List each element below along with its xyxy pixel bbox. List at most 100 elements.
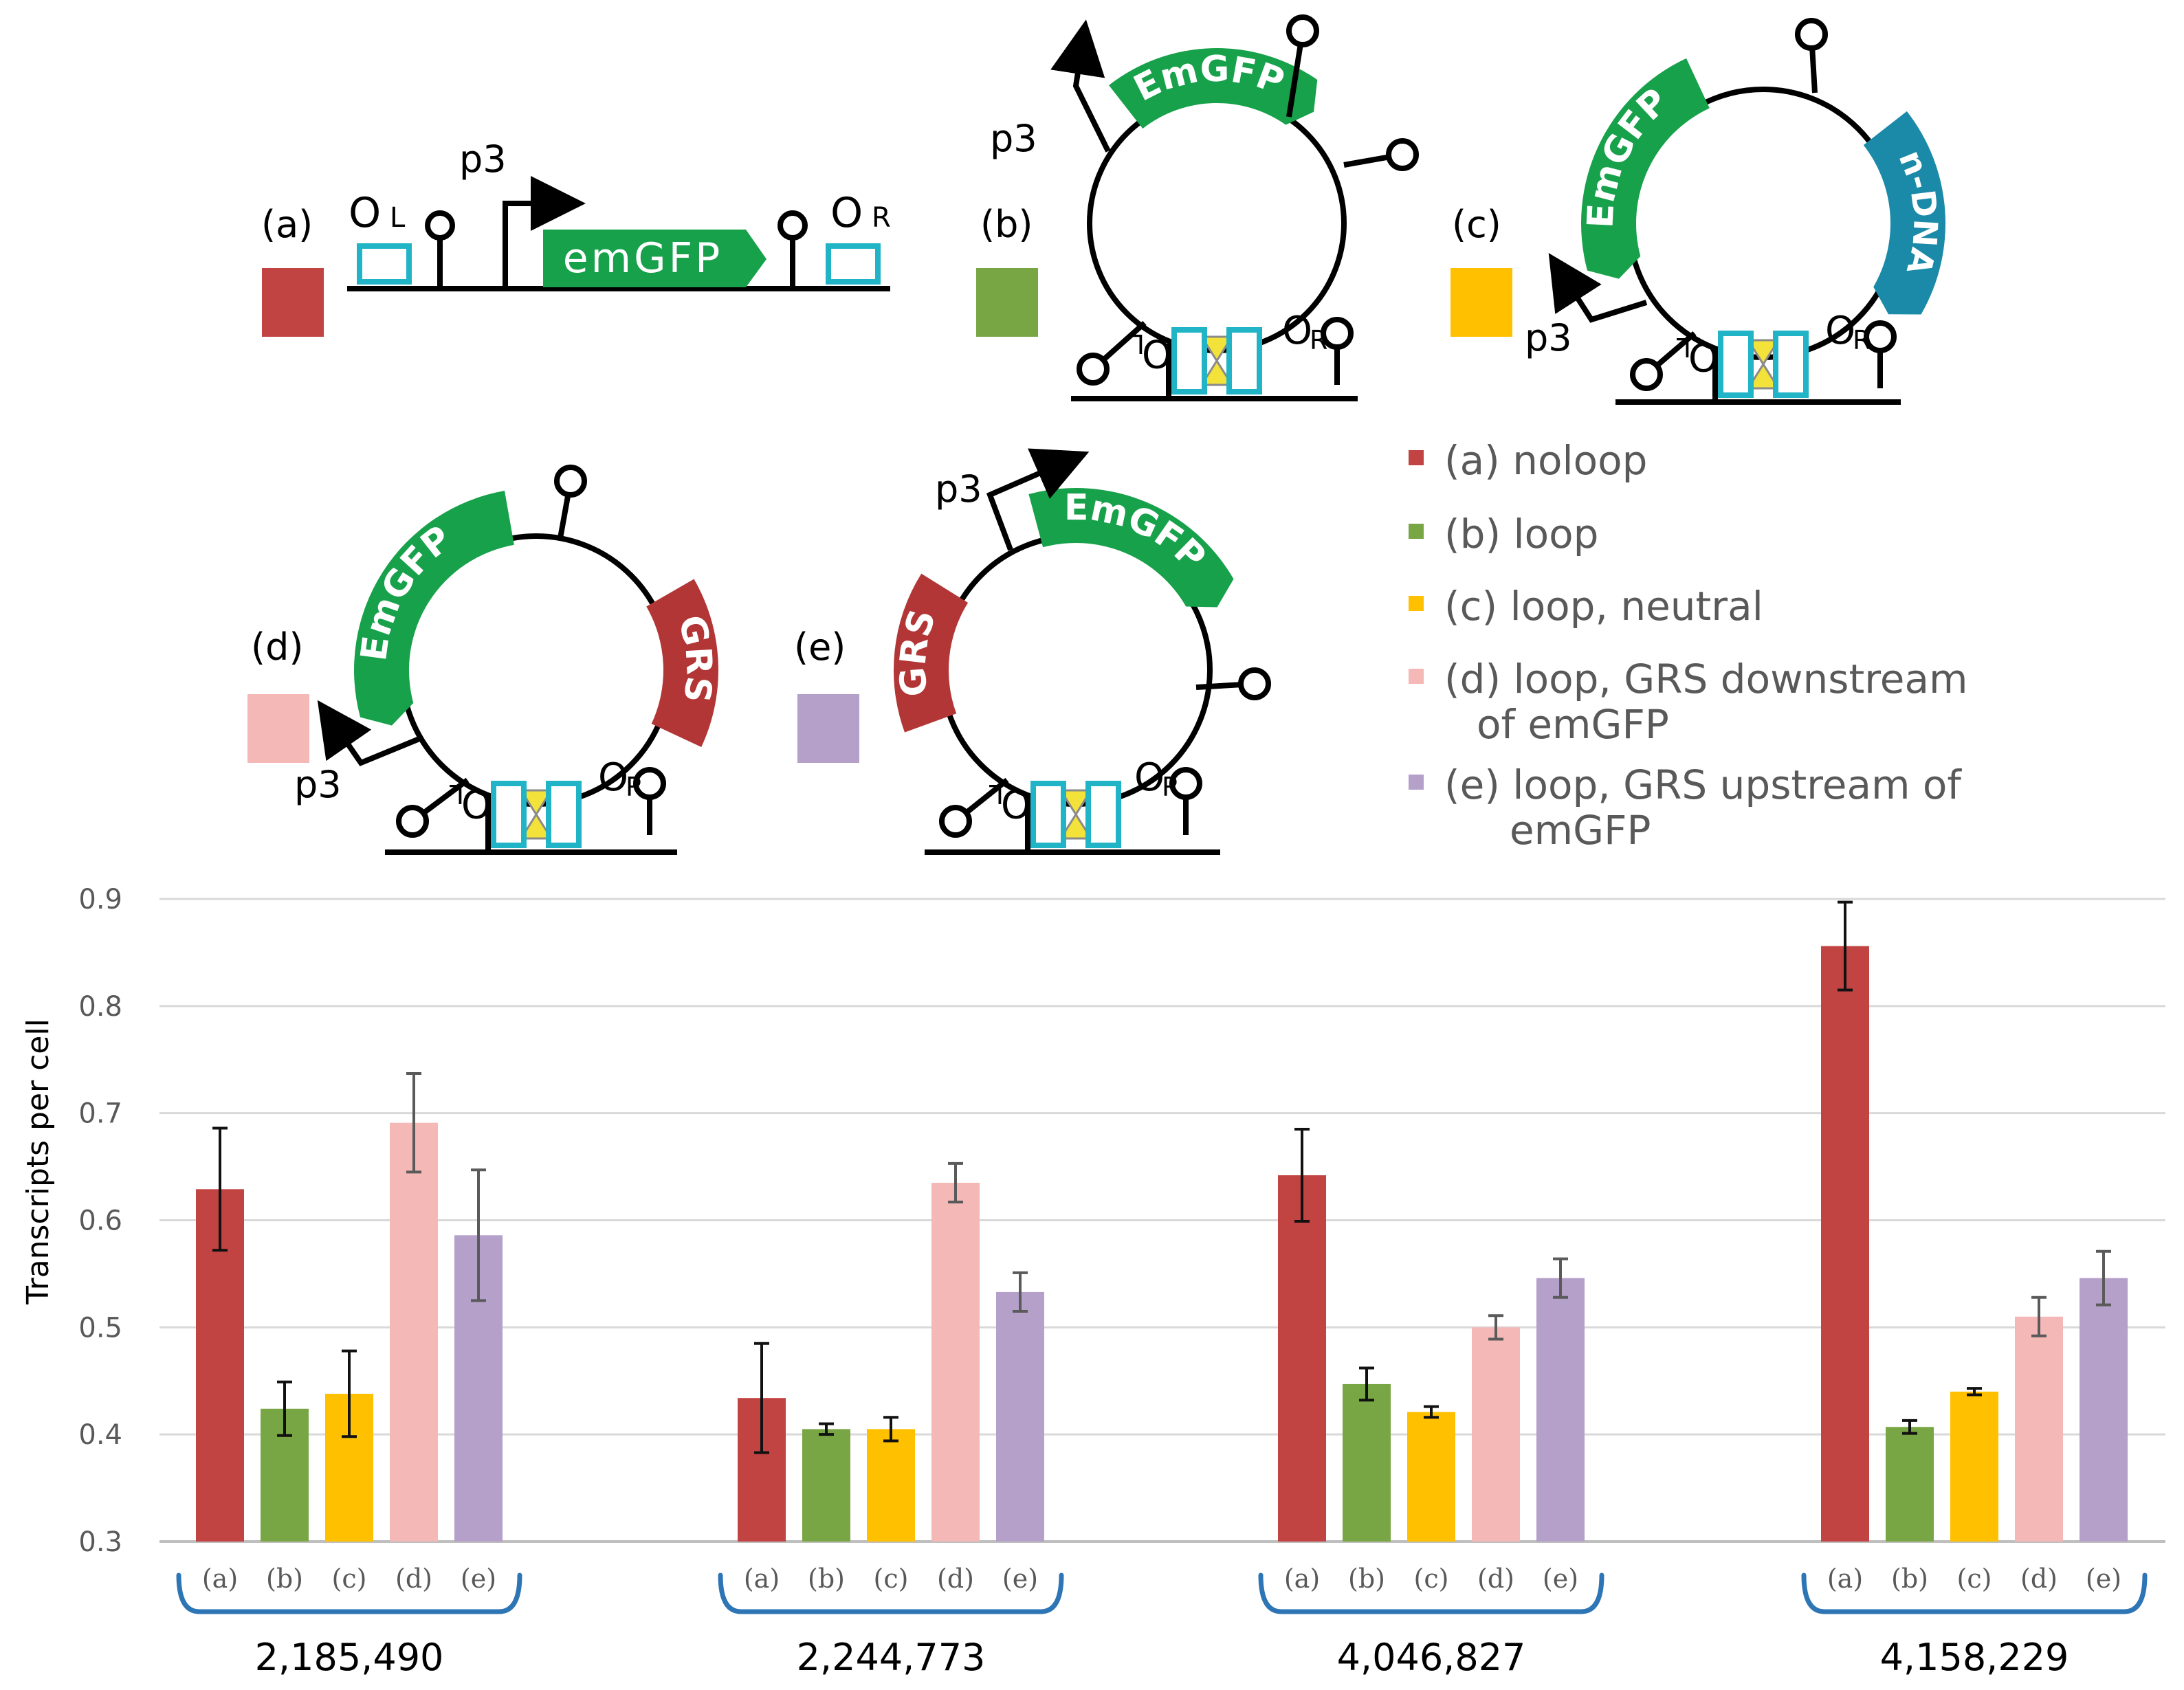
operator-subscript: R [1162, 772, 1180, 802]
promoter-label: p3 [990, 117, 1037, 160]
legend-item-c: (c) loop, neutral [1409, 583, 1763, 630]
promoter-arrow-icon: p3 [1525, 253, 1648, 359]
bar-e [996, 1291, 1044, 1542]
terminator-icon [554, 465, 587, 539]
group-label: 4,046,827 [1337, 1636, 1526, 1679]
error-bar [948, 1161, 963, 1204]
operator-box-left [1171, 327, 1207, 394]
category-label: (c) [332, 1564, 367, 1594]
terminator-head [1864, 320, 1897, 353]
error-bar [1553, 1257, 1568, 1299]
gene-label: emGFP [563, 234, 723, 282]
error-bar [1359, 1366, 1374, 1402]
bar-b [1343, 1383, 1391, 1542]
terminator-icon [1795, 18, 1828, 93]
y-tick-label: 0.5 [78, 1312, 122, 1344]
operator-box-right [546, 781, 582, 848]
promoter-line [986, 448, 1090, 551]
error-bar [1902, 1419, 1917, 1435]
operator-label-right: OR [1134, 755, 1180, 802]
error-bar [406, 1072, 421, 1174]
legend-swatch [1409, 450, 1424, 465]
swatch-d [247, 694, 309, 763]
terminator-head [396, 805, 429, 838]
operator-letter: O [830, 189, 863, 237]
operator-subscript: L [390, 202, 406, 234]
operator-label-right: OR [1825, 309, 1871, 355]
terminator-head [1630, 358, 1663, 391]
terminator-icon [1343, 138, 1419, 171]
bar-a [1278, 1175, 1326, 1542]
operator-box-right [1085, 781, 1121, 848]
operator-letter: O [1001, 781, 1031, 825]
operator-box-left [1030, 781, 1066, 848]
bar-d [2015, 1316, 2063, 1542]
terminator-head [1286, 14, 1319, 47]
category-label: (c) [1414, 1564, 1449, 1594]
category-label: (a) [1284, 1564, 1320, 1594]
error-bar [2031, 1296, 2047, 1337]
panel-label-d: (d) [251, 625, 303, 669]
error-bars [212, 900, 2111, 1454]
category-label: (b) [266, 1564, 303, 1594]
terminator-head [554, 465, 587, 498]
promoter-label: p3 [459, 137, 507, 181]
category-label: (e) [1002, 1564, 1038, 1594]
legend-label: (d) loop, GRS downstream [1444, 656, 1968, 702]
operator-box-right [1226, 327, 1262, 394]
category-label: (c) [1957, 1564, 1992, 1594]
category-label: (d) [395, 1564, 432, 1594]
bar-d [1472, 1327, 1520, 1542]
terminator-head [1077, 353, 1110, 386]
operator-letter: O [598, 755, 628, 800]
group-brace [1258, 1572, 1604, 1614]
operator-subscript: L [1130, 329, 1145, 359]
category-label: (d) [2020, 1564, 2058, 1594]
error-bar [1424, 1405, 1439, 1419]
category-label: (a) [744, 1564, 780, 1594]
error-bar [754, 1342, 769, 1454]
promoter-arrow-icon: p3 [990, 19, 1111, 160]
panel-label-a: (a) [261, 203, 313, 246]
y-tick-label: 0.4 [78, 1419, 122, 1451]
terminator-icon [777, 210, 808, 289]
error-bar [1967, 1387, 1982, 1397]
category-label: (e) [461, 1564, 496, 1594]
gene-emgfp [1109, 47, 1318, 129]
swatch-a [262, 268, 324, 337]
operator-label-left: OL [989, 779, 1031, 825]
category-label: (e) [1543, 1564, 1578, 1594]
operator-label-right: OR [598, 755, 643, 802]
neutral-dna-segment [1863, 111, 1945, 315]
bar-c [1950, 1391, 1998, 1542]
error-bar [471, 1168, 486, 1302]
terminator-head [1795, 18, 1828, 51]
terminator-icon [1195, 667, 1271, 700]
y-axis-label: Transcripts per cell [21, 1019, 56, 1305]
gene-emgfp [543, 230, 766, 287]
terminator-icon [633, 767, 666, 835]
operator-label-left: OL [450, 779, 492, 825]
error-bar [883, 1416, 898, 1443]
terminator-icon [396, 777, 470, 838]
operator-subscript: L [989, 779, 1004, 809]
gene-emgfp [1028, 488, 1234, 608]
bar-chart: 0.3 0.4 0.5 0.6 0.7 0.8 0.9 Transcripts per ce… [21, 884, 2165, 1679]
legend-label-continued: of emGFP [1477, 701, 1669, 748]
terminator-head [1169, 767, 1202, 800]
terminator-head [425, 210, 455, 241]
legend-label: (a) noloop [1444, 437, 1647, 484]
grs-label: GRS [670, 611, 720, 704]
gene-emgfp [354, 491, 514, 726]
operator-box-left [491, 781, 527, 848]
bar-e [1536, 1278, 1585, 1542]
error-bar [277, 1380, 292, 1437]
y-tick-label: 0.9 [78, 884, 122, 915]
bar-b [802, 1429, 850, 1542]
terminator-head [1386, 138, 1419, 171]
